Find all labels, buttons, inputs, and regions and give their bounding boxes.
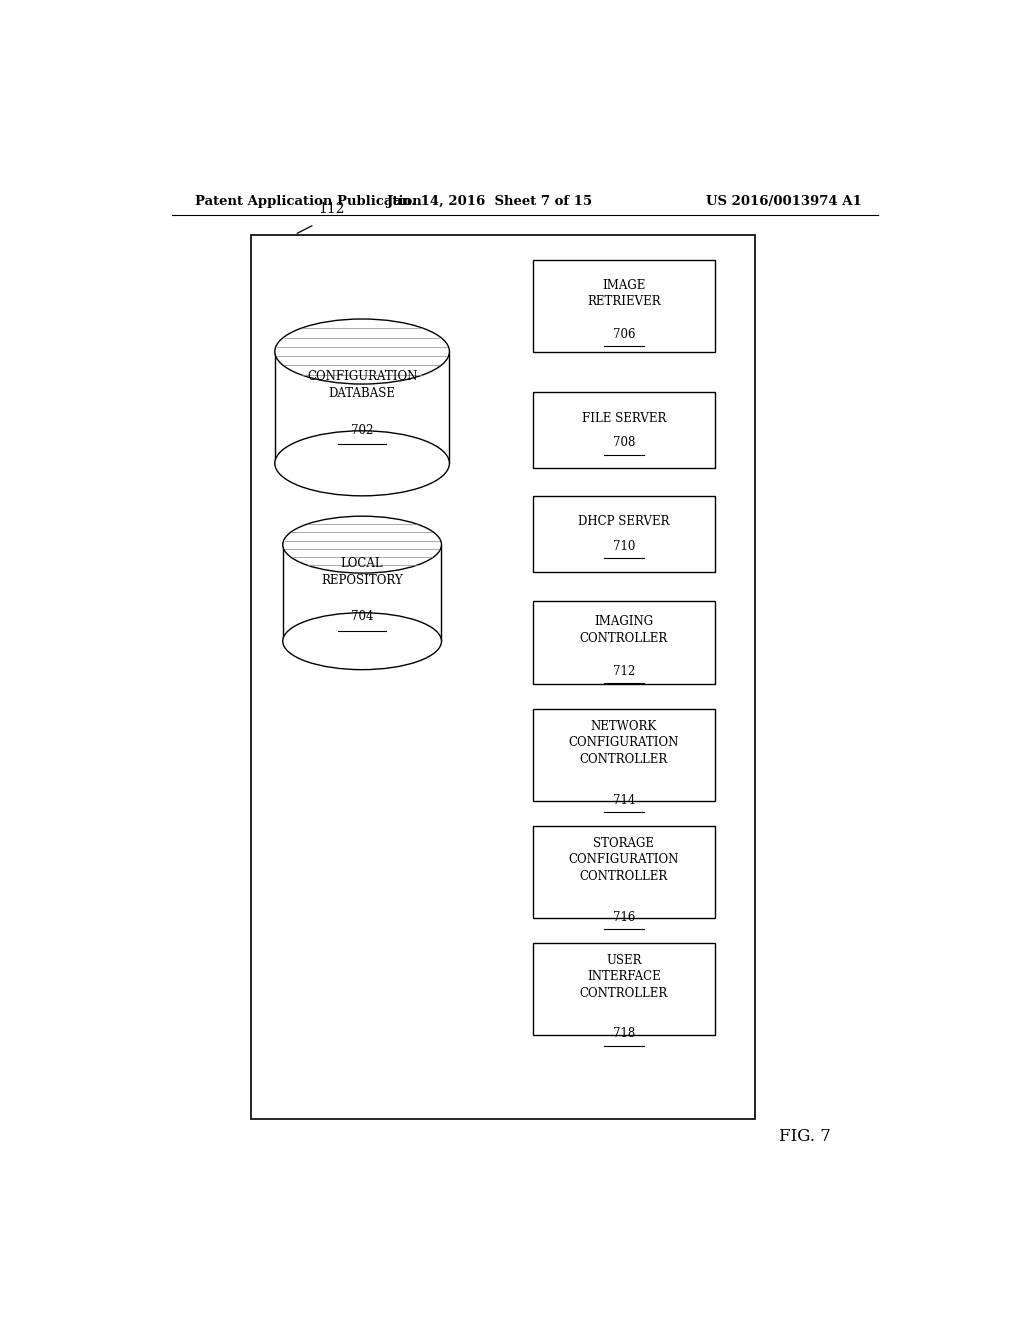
Text: IMAGING
CONTROLLER: IMAGING CONTROLLER bbox=[580, 615, 668, 644]
Text: FIG. 7: FIG. 7 bbox=[778, 1127, 830, 1144]
Bar bbox=[532, 260, 716, 351]
Text: 718: 718 bbox=[613, 1027, 635, 1040]
Ellipse shape bbox=[283, 612, 441, 669]
Bar bbox=[283, 545, 441, 642]
Text: STORAGE
CONFIGURATION
CONTROLLER: STORAGE CONFIGURATION CONTROLLER bbox=[568, 837, 679, 883]
Text: 714: 714 bbox=[612, 793, 635, 807]
Ellipse shape bbox=[274, 430, 450, 496]
Text: US 2016/0013974 A1: US 2016/0013974 A1 bbox=[707, 194, 862, 207]
Bar bbox=[532, 709, 716, 801]
Ellipse shape bbox=[274, 319, 450, 384]
Bar bbox=[532, 392, 716, 469]
Text: 710: 710 bbox=[612, 540, 635, 553]
Text: LOCAL
REPOSITORY: LOCAL REPOSITORY bbox=[322, 557, 403, 587]
Text: NETWORK
CONFIGURATION
CONTROLLER: NETWORK CONFIGURATION CONTROLLER bbox=[568, 719, 679, 766]
Text: Patent Application Publication: Patent Application Publication bbox=[196, 194, 422, 207]
Text: DHCP SERVER: DHCP SERVER bbox=[579, 515, 670, 528]
Text: Jan. 14, 2016  Sheet 7 of 15: Jan. 14, 2016 Sheet 7 of 15 bbox=[386, 194, 592, 207]
Text: FILE SERVER: FILE SERVER bbox=[582, 412, 667, 425]
Bar bbox=[532, 942, 716, 1035]
Bar bbox=[274, 351, 450, 463]
Text: USER
INTERFACE
CONTROLLER: USER INTERFACE CONTROLLER bbox=[580, 953, 668, 999]
Bar bbox=[532, 826, 716, 917]
Text: 702: 702 bbox=[351, 424, 374, 437]
Text: CONFIGURATION
DATABASE: CONFIGURATION DATABASE bbox=[307, 371, 418, 400]
Bar bbox=[532, 601, 716, 684]
Bar bbox=[251, 235, 755, 1119]
Text: IMAGE
RETRIEVER: IMAGE RETRIEVER bbox=[587, 279, 660, 309]
Text: 704: 704 bbox=[351, 610, 374, 623]
Ellipse shape bbox=[283, 516, 441, 573]
Text: 706: 706 bbox=[612, 329, 635, 341]
Text: 712: 712 bbox=[613, 664, 635, 677]
Bar bbox=[532, 496, 716, 572]
Text: 708: 708 bbox=[612, 437, 635, 449]
Text: 716: 716 bbox=[612, 911, 635, 924]
Text: 112: 112 bbox=[318, 202, 345, 216]
